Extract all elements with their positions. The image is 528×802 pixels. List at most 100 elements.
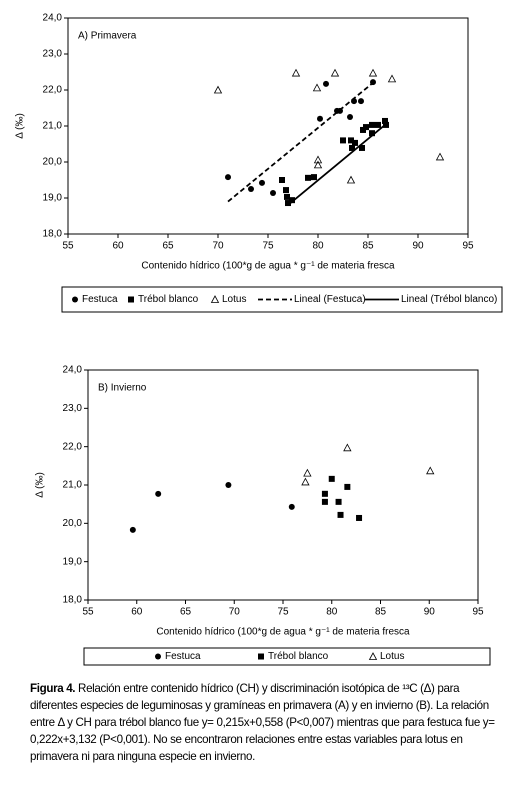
point [225, 174, 231, 181]
x-tick-label: 55 [62, 241, 74, 252]
point [335, 498, 342, 505]
point [368, 68, 378, 77]
y-tick-label: 19,0 [43, 193, 63, 204]
y-tick-label: 22,0 [43, 85, 63, 96]
plot-frame [87, 369, 479, 601]
x-axis-label: Contenido hídrico (100*g de agua * g⁻¹ d… [141, 261, 395, 272]
x-tick-label: 80 [312, 241, 324, 252]
point [340, 137, 346, 144]
point [291, 68, 301, 77]
legend-symbol [210, 295, 220, 303]
y-tick-label: 24,0 [63, 365, 83, 376]
point [321, 498, 328, 505]
y-tick-label: 23,0 [63, 403, 83, 414]
y-tick-label: 20,0 [43, 157, 63, 168]
point [347, 114, 353, 120]
point [303, 468, 312, 477]
caption-text: Relación entre contenido hídrico (CH) y … [30, 682, 495, 763]
point [313, 155, 323, 164]
y-axis-label: Δ (‰) [35, 472, 46, 498]
point [279, 177, 285, 183]
legend-label: Lineal (Festuca) [294, 294, 366, 305]
y-tick-label: 23,0 [43, 49, 63, 60]
point [352, 139, 358, 146]
point [435, 152, 445, 161]
x-axis-label: Contenido hídrico (100*g de agua * g⁻¹ d… [156, 627, 410, 638]
point [337, 511, 344, 518]
legend-label: Festuca [165, 651, 201, 662]
point [213, 85, 223, 94]
x-tick-label: 60 [131, 607, 143, 618]
point [288, 503, 295, 510]
point [270, 189, 276, 196]
legend-symbol [368, 652, 378, 660]
legend-box [61, 286, 503, 313]
x-tick-label: 60 [112, 241, 124, 252]
y-tick-label: 21,0 [43, 121, 63, 132]
x-tick-label: 90 [412, 241, 424, 252]
point [248, 186, 254, 192]
legend-label: Lotus [380, 651, 404, 662]
x-tick-label: 65 [162, 241, 174, 252]
point [359, 144, 365, 151]
point [305, 174, 311, 181]
y-tick-label: 20,0 [63, 518, 83, 529]
x-tick-label: 55 [82, 607, 94, 618]
point [358, 98, 364, 105]
legend-symbol [72, 296, 78, 303]
legend-label: Trébol blanco [138, 294, 199, 305]
legend-label: Lotus [222, 294, 246, 305]
x-tick-label: 70 [212, 241, 224, 252]
point [328, 475, 335, 482]
x-tick-label: 95 [462, 241, 474, 252]
y-tick-label: 19,0 [63, 556, 83, 567]
point [363, 124, 369, 131]
caption: Figura 4. Relación entre contenido hídri… [30, 680, 508, 765]
figure: A) Primavera 18,0 19,0 20,0 21,0 22,0 23,0 24,0… [15, 13, 503, 666]
y-tick-label: 18,0 [43, 229, 63, 240]
x-tick-label: 90 [424, 607, 436, 618]
y-tick-label: 18,0 [63, 595, 83, 606]
point [323, 80, 329, 87]
y-axis-label: Δ (‰) [15, 113, 26, 139]
point [387, 74, 397, 83]
trend-line [227, 82, 374, 203]
point [225, 482, 232, 488]
point [426, 466, 435, 475]
x-tick-label: 80 [326, 607, 338, 618]
point [259, 179, 265, 186]
point [330, 68, 340, 77]
point [369, 130, 375, 137]
point [346, 175, 356, 184]
point [129, 526, 136, 533]
point [284, 193, 290, 200]
legend-label: Lineal (Trébol blanco) [401, 294, 497, 305]
panel-label: B) Invierno [98, 383, 147, 394]
x-tick-label: 75 [277, 607, 289, 618]
point [343, 443, 352, 452]
point [349, 144, 355, 151]
point [311, 174, 317, 181]
x-tick-label: 75 [262, 241, 274, 252]
y-tick-label: 22,0 [63, 441, 83, 452]
point [321, 490, 328, 497]
trend-line [289, 121, 389, 205]
point [285, 200, 291, 207]
point [356, 514, 363, 521]
caption-label: Figura 4. [30, 682, 76, 695]
x-tick-label: 70 [229, 607, 241, 618]
point [313, 160, 323, 169]
point [283, 187, 289, 194]
legend-symbol [258, 653, 264, 660]
point [369, 121, 375, 128]
x-tick-label: 95 [472, 607, 484, 618]
y-tick-label: 21,0 [63, 480, 83, 491]
point [312, 83, 322, 92]
point [348, 137, 354, 144]
legend-label: Trébol blanco [268, 651, 329, 662]
panel-label: A) Primavera [78, 31, 137, 42]
y-tick-label: 24,0 [43, 13, 63, 24]
legend-label: Festuca [82, 294, 118, 305]
point [382, 117, 388, 124]
